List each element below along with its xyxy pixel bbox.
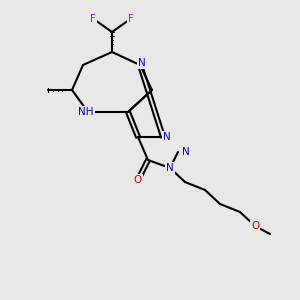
Text: O: O [134,175,142,185]
Text: N: N [166,163,174,173]
Text: NH: NH [78,107,94,117]
Text: F: F [90,14,96,24]
Text: F: F [128,14,134,24]
Text: N: N [182,147,190,157]
Text: N: N [138,58,146,68]
Text: N: N [163,132,171,142]
Text: O: O [251,221,259,231]
